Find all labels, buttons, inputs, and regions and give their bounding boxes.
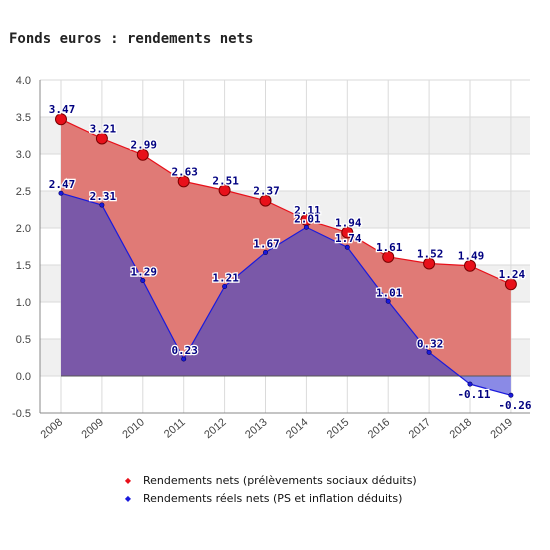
data-label-rendements-reels: 1.01 (376, 286, 403, 299)
y-tick-label: 3.5 (16, 112, 31, 124)
data-label-rendements-nets: 1.94 (335, 216, 362, 229)
data-label-rendements-nets: 2.63 (171, 165, 198, 178)
data-label-rendements-nets: 1.24 (499, 268, 526, 281)
y-tick-label: 1.5 (16, 260, 31, 272)
data-label-rendements-nets: 1.49 (458, 250, 485, 263)
area-fill-rendements-reels-negative (61, 376, 511, 396)
x-tick-label: 2009 (80, 416, 106, 441)
data-point-rendements-nets (218, 184, 231, 197)
data-point-rendements-nets (341, 226, 354, 239)
y-tick-label: 2.5 (16, 186, 31, 198)
data-label-rendements-reels: 1.74 (335, 232, 362, 245)
x-tick-label: 2010 (120, 416, 146, 441)
data-point-rendements-reels (140, 278, 146, 284)
data-label-rendements-nets: 1.52 (417, 248, 444, 261)
x-tick-label: 2015 (325, 416, 351, 441)
data-point-rendements-reels (58, 190, 64, 196)
data-point-rendements-reels (344, 244, 350, 250)
data-point-rendements-reels (99, 202, 105, 208)
series-line-rendements-reels (60, 192, 512, 396)
data-point-rendements-nets (464, 259, 476, 272)
x-tick-label: 2014 (284, 416, 310, 441)
legend-label: Rendements nets (prélèvements sociaux dé… (143, 474, 417, 487)
data-point-rendements-nets (259, 194, 272, 207)
x-tick-label: 2011 (162, 416, 188, 440)
data-label-rendements-nets: 3.47 (49, 103, 76, 116)
data-point-rendements-reels (508, 392, 514, 398)
legend-label: Rendements réels nets (PS et inflation d… (143, 492, 403, 505)
y-tick-label: 4.0 (16, 75, 31, 87)
series-line-rendements-nets (60, 118, 512, 285)
data-label-rendements-nets: 1.61 (376, 241, 403, 254)
x-tick-label: 2017 (407, 416, 433, 441)
data-point-rendements-nets (136, 148, 149, 161)
y-tick-label: 1.0 (16, 297, 31, 309)
data-label-rendements-reels: 2.47 (49, 178, 76, 191)
data-label-rendements-reels: 0.32 (417, 337, 444, 350)
x-tick-label: 2013 (243, 416, 269, 441)
data-point-rendements-nets (55, 113, 67, 126)
data-point-rendements-reels (426, 349, 432, 355)
legend-marker-red: ◆ (124, 476, 132, 485)
area-fill-rendements-reels (61, 193, 511, 376)
x-tick-label: 2012 (202, 416, 228, 441)
y-tick-label: 3.0 (16, 149, 31, 161)
data-label-rendements-reels: -0.26 (498, 399, 531, 412)
data-label-rendements-reels: 1.67 (253, 237, 280, 250)
data-label-rendements-reels: 2.01 (294, 212, 321, 225)
data-point-rendements-reels (467, 381, 473, 387)
data-label-rendements-reels: 2.31 (90, 190, 117, 203)
data-point-rendements-reels (262, 249, 268, 255)
y-tick-label: 0.5 (16, 334, 31, 346)
data-point-rendements-nets (382, 250, 395, 263)
data-point-rendements-nets (504, 278, 517, 291)
data-label-rendements-nets: 2.11 (294, 204, 321, 217)
legend-item-rendements-nets[interactable]: ◆ Rendements nets (prélèvements sociaux d… (124, 474, 417, 487)
data-point-rendements-reels (181, 356, 187, 362)
legend-marker-blue: ◆ (124, 494, 132, 503)
data-label-rendements-nets: 3.21 (90, 122, 117, 135)
data-label-rendements-reels: 0.23 (171, 344, 198, 357)
data-label-rendements-nets: 2.99 (131, 139, 158, 152)
y-tick-label: -0.5 (12, 408, 31, 420)
data-point-rendements-nets (423, 257, 436, 270)
y-tick-label: 2.0 (16, 223, 31, 235)
x-tick-label: 2008 (39, 416, 65, 441)
data-label-rendements-nets: 2.37 (253, 185, 280, 198)
x-tick-label: 2016 (366, 416, 392, 441)
data-label-rendements-reels: -0.11 (457, 388, 490, 401)
data-point-rendements-reels (222, 283, 228, 289)
data-label-rendements-reels: 1.29 (131, 266, 158, 279)
data-point-rendements-reels (303, 224, 309, 230)
data-point-rendements-reels (385, 298, 391, 304)
y-tick-label: 0.0 (16, 371, 31, 383)
data-point-rendements-nets (177, 175, 190, 188)
data-label-rendements-reels: 1.21 (212, 271, 239, 284)
data-point-rendements-nets (95, 132, 108, 145)
x-tick-label: 2019 (489, 416, 515, 441)
data-label-rendements-nets: 2.51 (212, 174, 239, 187)
chart-title: Fonds euros : rendements nets (9, 31, 254, 47)
legend-item-rendements-reels[interactable]: ◆ Rendements réels nets (PS et inflation … (124, 492, 402, 505)
x-tick-label: 2018 (448, 416, 474, 441)
